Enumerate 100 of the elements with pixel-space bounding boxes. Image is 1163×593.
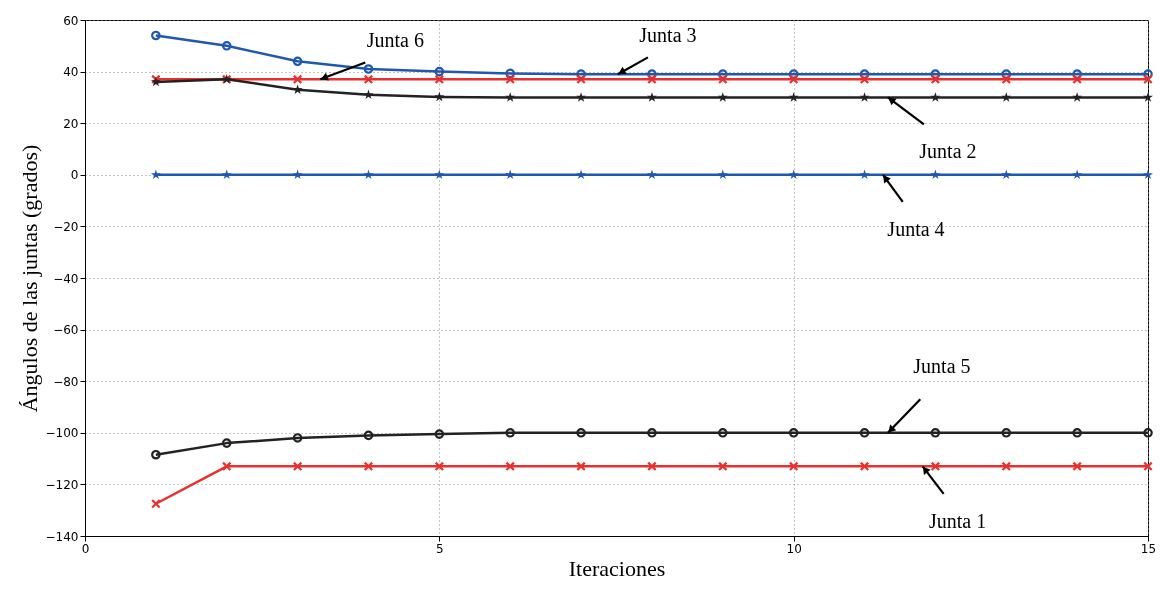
point: [363, 64, 374, 74]
point: [788, 461, 799, 472]
point: [434, 169, 445, 180]
y-tick-label: −40: [53, 271, 79, 286]
point: [788, 92, 799, 102]
point: [576, 461, 586, 472]
point: [292, 461, 303, 472]
point: [576, 169, 587, 180]
point: [151, 498, 161, 509]
point: [221, 41, 232, 51]
annotation: Junta 4: [887, 217, 945, 240]
point: [1001, 169, 1012, 180]
point: [1143, 92, 1153, 102]
point: [1072, 74, 1082, 85]
point: [576, 92, 587, 102]
point: [930, 169, 941, 180]
annotation: Junta 2: [919, 140, 977, 163]
y-tick-label: −100: [45, 426, 79, 441]
point: [647, 461, 657, 472]
annotation: Junta 5: [913, 354, 971, 377]
annotation: Junta 1: [929, 510, 987, 533]
point: [859, 428, 870, 438]
y-tick-label: 0: [70, 168, 79, 183]
point: [292, 433, 303, 443]
point: [363, 430, 374, 441]
point: [576, 428, 586, 438]
point: [363, 461, 374, 472]
y-tick-label: −20: [53, 219, 79, 234]
y-tick-label: 40: [63, 65, 79, 80]
point: [717, 92, 728, 102]
point: [930, 461, 941, 472]
point: [1072, 69, 1082, 79]
point: [646, 92, 657, 102]
point: [221, 169, 232, 180]
point: [717, 74, 728, 85]
point: [1072, 92, 1083, 102]
x-tick-label: 0: [81, 541, 90, 556]
point: [1072, 428, 1082, 438]
point: [1143, 169, 1153, 180]
point: [1072, 169, 1083, 180]
point: [1001, 74, 1012, 85]
point: [292, 169, 303, 180]
point: [1143, 74, 1153, 85]
point: [292, 56, 303, 67]
point: [930, 74, 941, 85]
point: [505, 169, 516, 180]
y-tick-label: −60: [53, 323, 79, 338]
point: [221, 438, 232, 448]
point: [717, 69, 728, 79]
point: [859, 74, 870, 85]
point: [505, 74, 516, 85]
point: [1143, 461, 1153, 472]
x-tick-label: 10: [786, 541, 802, 556]
point: [434, 91, 445, 102]
point: [647, 74, 657, 85]
point: [363, 89, 374, 100]
point: [859, 69, 870, 79]
point: [505, 428, 516, 438]
point: [434, 66, 445, 77]
x-tick-label: 15: [1140, 541, 1157, 556]
point: [292, 74, 303, 85]
point: [150, 169, 161, 180]
point: [647, 69, 657, 79]
point: [788, 169, 799, 180]
point: [1001, 92, 1012, 102]
point: [717, 461, 728, 472]
point: [1072, 461, 1082, 472]
point: [717, 169, 728, 180]
point: [576, 74, 586, 85]
y-tick-label: −120: [45, 477, 79, 492]
x-tick-label: 5: [436, 541, 444, 556]
y-tick-label: −140: [45, 529, 79, 544]
point: [930, 69, 941, 79]
point: [363, 74, 374, 85]
point: [859, 92, 870, 102]
point: [505, 68, 516, 79]
point: [788, 74, 799, 85]
point: [434, 429, 445, 439]
point: [647, 428, 657, 438]
y-tick-label: 20: [63, 116, 79, 131]
point: [1001, 461, 1012, 472]
point: [717, 428, 728, 438]
point: [363, 169, 374, 180]
point: [505, 461, 516, 472]
point: [859, 169, 870, 180]
annotation: Junta 3: [639, 24, 697, 47]
y-tick-label: −80: [53, 374, 79, 389]
point: [930, 92, 941, 102]
point: [788, 69, 799, 79]
point: [1001, 428, 1012, 438]
annotation: Junta 6: [366, 29, 424, 52]
point: [576, 69, 586, 79]
point: [434, 74, 445, 85]
y-tick-label: 60: [63, 13, 79, 28]
y-axis-title: Ángulos de las juntas (grados): [16, 144, 42, 413]
point: [221, 461, 232, 472]
point: [859, 461, 870, 472]
point: [930, 428, 941, 438]
point: [505, 92, 516, 102]
point: [646, 169, 657, 180]
